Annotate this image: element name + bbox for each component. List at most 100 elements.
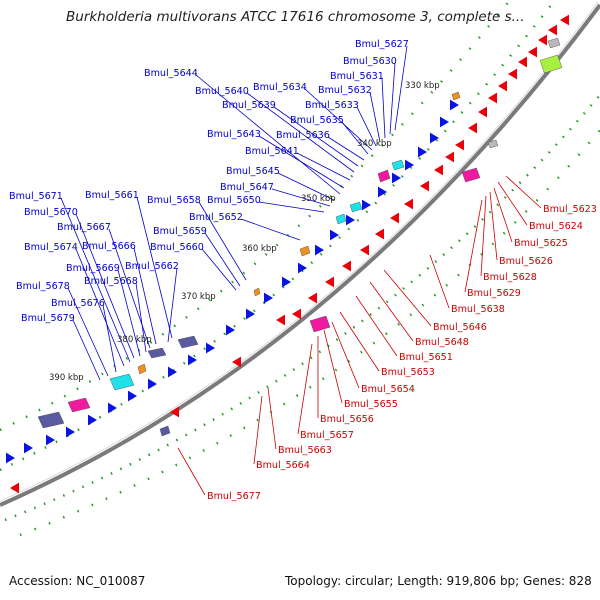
cog-block-12 — [177, 335, 199, 349]
cog-block-4 — [309, 315, 331, 333]
inner-gene-arrow-15 — [226, 324, 235, 336]
inner-gene-arrow-2 — [430, 132, 439, 144]
inner-gene-arrow-25 — [24, 442, 33, 454]
cog-block-3 — [487, 139, 499, 149]
inner-gene-label-7: Bmul_5636 — [276, 130, 330, 141]
inner-leader-2 — [381, 77, 386, 139]
outer-gene-label-17: Bmul_5677 — [207, 491, 261, 502]
outer-gene-arrow-21 — [292, 308, 301, 320]
cog-block-1 — [547, 37, 561, 49]
inner-gene-label-10: Bmul_5641 — [245, 146, 299, 157]
inner-leader-4 — [356, 106, 377, 147]
inner-gene-arrow-17 — [188, 354, 197, 366]
inner-gene-label-31: Bmul_5679 — [21, 313, 75, 324]
inner-leader-20 — [136, 196, 173, 339]
inner-leader-19 — [201, 248, 237, 291]
inner-gene-arrow-13 — [264, 292, 273, 304]
outer-leader-5 — [464, 199, 483, 293]
outer-gene-label-15: Bmul_5663 — [278, 445, 332, 456]
inner-gene-arrow-5 — [392, 172, 401, 184]
inner-leader-22 — [133, 247, 157, 345]
inner-leader-17 — [198, 201, 247, 281]
outer-gene-label-16: Bmul_5664 — [256, 460, 310, 471]
tick-label-6: 390 kbp — [49, 373, 84, 383]
inner-gene-arrow-10 — [315, 244, 324, 256]
outer-gene-arrow-11 — [445, 151, 454, 163]
inner-gene-label-12: Bmul_5644 — [144, 68, 198, 79]
inner-leader-21 — [167, 267, 178, 343]
outer-leader-11 — [331, 321, 360, 389]
inner-gene-label-29: Bmul_5676 — [51, 298, 105, 309]
inner-gene-label-14: Bmul_5647 — [220, 182, 274, 193]
outer-gene-arrow-13 — [420, 180, 429, 192]
inner-leader-28 — [75, 248, 125, 367]
tick-label-3: 360 kbp — [242, 244, 277, 254]
inner-leader-23 — [108, 228, 151, 349]
outer-gene-arrow-16 — [375, 228, 384, 240]
outer-gene-label-12: Bmul_5655 — [344, 399, 398, 410]
outer-gene-arrow-2 — [538, 34, 547, 46]
outer-gene-arrow-4 — [518, 56, 527, 68]
outer-gene-arrow-6 — [498, 80, 507, 92]
inner-gene-label-16: Bmul_5652 — [189, 212, 243, 223]
inner-leader-5 — [304, 88, 373, 151]
outer-gene-arrow-23 — [232, 356, 241, 368]
inner-gene-arrow-8 — [346, 214, 355, 226]
outer-leader-14 — [297, 343, 313, 435]
inner-leader-10 — [296, 152, 351, 181]
inner-gene-label-22: Bmul_5666 — [82, 241, 136, 252]
outer-leader-9 — [355, 295, 398, 357]
inner-gene-label-1: Bmul_5630 — [343, 56, 397, 67]
inner-gene-arrow-4 — [405, 159, 414, 171]
inner-gene-label-23: Bmul_5667 — [57, 222, 111, 233]
inner-gene-arrow-22 — [88, 414, 97, 426]
cog-block-16 — [37, 411, 65, 429]
inner-gene-arrow-19 — [148, 378, 157, 390]
inner-gene-arrow-21 — [108, 402, 117, 414]
inner-gene-label-26: Bmul_5670 — [24, 207, 78, 218]
inner-leader-0 — [394, 45, 408, 131]
inner-gene-arrow-0 — [450, 99, 459, 111]
topology-summary: Topology: circular; Length: 919,806 bp; … — [285, 574, 592, 588]
inner-leader-3 — [369, 91, 381, 143]
outer-gene-label-1: Bmul_5624 — [529, 221, 583, 232]
inner-gene-label-15: Bmul_5650 — [207, 195, 261, 206]
outer-gene-label-14: Bmul_5657 — [300, 430, 354, 441]
inner-gene-label-24: Bmul_5668 — [84, 276, 138, 287]
outer-gene-label-7: Bmul_5646 — [433, 322, 487, 333]
outer-gene-arrow-22 — [276, 314, 285, 326]
inner-leader-13 — [277, 172, 335, 201]
outer-leader-16 — [253, 395, 263, 465]
cog-block-10 — [299, 245, 311, 257]
map-title: Burkholderia multivorans ATCC 17616 chro… — [66, 9, 525, 25]
cog-block-14 — [109, 373, 135, 391]
inner-leader-15 — [258, 201, 325, 213]
inner-gene-label-11: Bmul_5643 — [207, 129, 261, 140]
outer-leader-7 — [383, 269, 432, 327]
outer-gene-arrow-14 — [404, 198, 413, 210]
inner-gene-label-27: Bmul_5671 — [9, 191, 63, 202]
outer-gene-arrow-20 — [308, 292, 317, 304]
dotted-ring-2 — [0, 0, 511, 432]
gene-features — [6, 14, 569, 494]
outer-leader-8 — [369, 281, 414, 342]
inner-gene-label-4: Bmul_5633 — [305, 100, 359, 111]
outer-gene-arrow-10 — [455, 139, 464, 151]
inner-leader-9 — [246, 92, 355, 173]
cog-block-9 — [335, 213, 347, 225]
inner-gene-label-8: Bmul_5639 — [222, 100, 276, 111]
outer-leader-6 — [429, 254, 450, 309]
inner-gene-label-2: Bmul_5631 — [330, 71, 384, 82]
inner-leader-1 — [389, 62, 396, 135]
outer-gene-arrow-19 — [325, 276, 334, 288]
outer-gene-label-11: Bmul_5654 — [361, 384, 415, 395]
gene-labels: Bmul_5627 Bmul_5630 Bmul_5631 Bmul_5632 Bmul… — [9, 39, 597, 502]
cog-block-15 — [67, 397, 91, 413]
kbp-ticks: 330 kbp 340 kbp 350 kbp 360 kbp 370 kbp 380 k… — [49, 81, 440, 383]
outer-gene-arrow-18 — [342, 260, 351, 272]
label-leader-lines — [60, 45, 542, 496]
outer-leader-15 — [267, 387, 277, 450]
outer-gene-arrow-17 — [360, 244, 369, 256]
outer-gene-label-6: Bmul_5638 — [451, 304, 505, 315]
